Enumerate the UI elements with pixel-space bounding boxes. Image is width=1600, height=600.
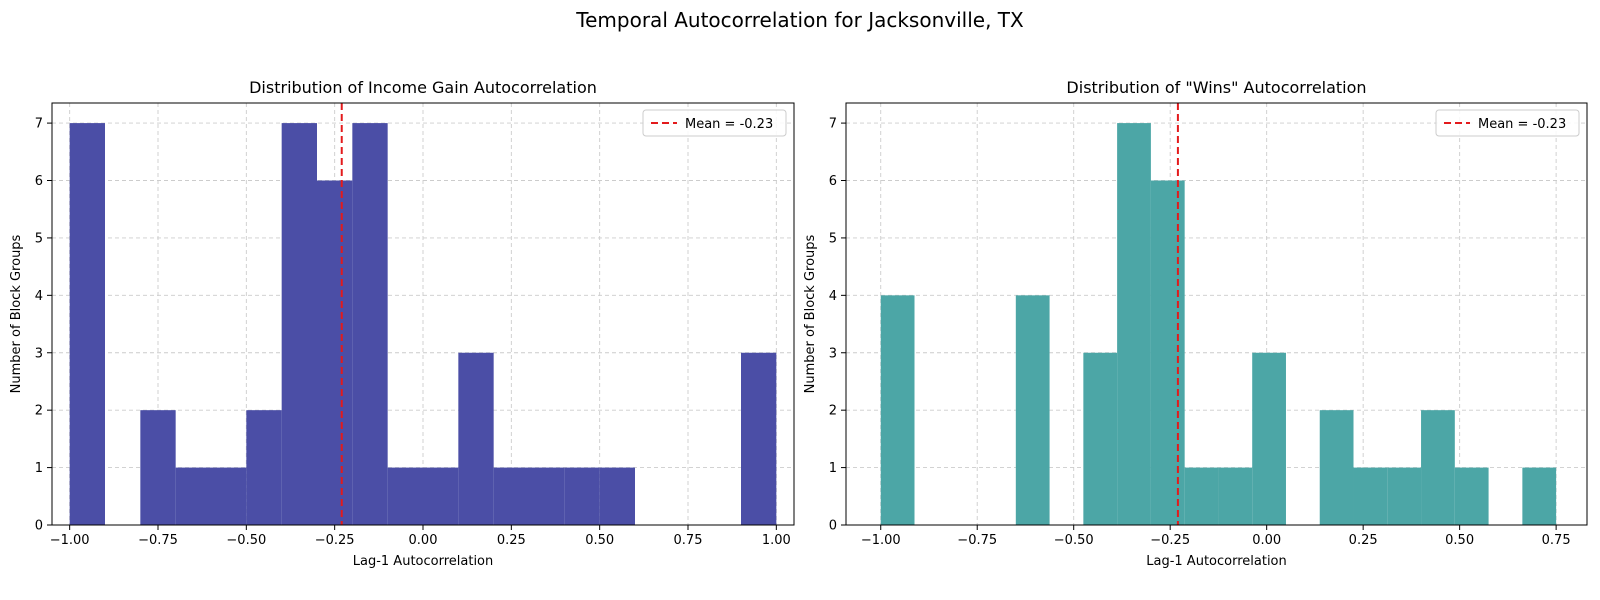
histogram-bar [1387, 467, 1422, 525]
x-tick-label: −0.75 [957, 533, 997, 548]
x-tick-label: −1.00 [50, 533, 90, 548]
histogram-bar [281, 123, 317, 525]
chart-title: Distribution of Income Gain Autocorrelat… [249, 78, 597, 97]
figure-title: Temporal Autocorrelation for Jacksonvill… [576, 8, 1024, 32]
y-tick-label: 3 [829, 346, 837, 361]
x-tick-label: −0.50 [226, 533, 266, 548]
legend: Mean = -0.23 [1435, 109, 1580, 137]
x-axis-label: Lag-1 Autocorrelation [1146, 554, 1287, 569]
histogram-bar [1522, 467, 1557, 525]
x-tick-label: −1.00 [861, 533, 901, 548]
histogram-bar [880, 295, 915, 525]
x-tick-label: 1.00 [762, 533, 791, 548]
histogram-bar [1218, 467, 1253, 525]
y-axis-label: Number of Block Groups [803, 234, 818, 393]
x-tick-label: −0.25 [1150, 533, 1190, 548]
histogram-bar [211, 467, 247, 525]
y-tick-label: 5 [35, 231, 43, 246]
histogram-bar [423, 467, 459, 525]
x-tick-label: 0.00 [409, 533, 438, 548]
histogram-bar [1150, 180, 1185, 526]
x-tick-label: −0.25 [315, 533, 355, 548]
x-tick-label: 0.75 [674, 533, 703, 548]
x-tick-label: −0.75 [138, 533, 178, 548]
histogram-bar [175, 467, 211, 525]
y-tick-label: 7 [35, 117, 43, 132]
income-gain-histogram: −1.00 −0.75 −0.50 −0.25 0.00 0.25 0.50 0.75 1.00… [9, 78, 795, 569]
chart-title: Distribution of "Wins" Autocorrelation [1066, 78, 1366, 97]
y-tick-label: 0 [35, 519, 43, 534]
plot-frame [845, 102, 1588, 526]
y-axis-label: Number of Block Groups [9, 234, 24, 393]
y-tick-label: 0 [829, 519, 837, 534]
y-tick-label: 4 [35, 289, 43, 304]
histogram-bar [352, 123, 388, 525]
histogram-bar [1252, 352, 1286, 525]
histogram-bar [1421, 410, 1455, 525]
histogram-bar [1454, 467, 1489, 525]
histogram-bar [493, 467, 529, 525]
legend: Mean = -0.23 [642, 109, 787, 137]
histogram-bar [741, 352, 777, 525]
y-tick-label: 6 [35, 174, 43, 189]
histogram-bar [1083, 352, 1118, 525]
legend-label: Mean = -0.23 [1478, 117, 1566, 132]
legend-label: Mean = -0.23 [685, 117, 773, 132]
histogram-bar [1184, 467, 1219, 525]
histogram-bar [1319, 410, 1354, 525]
y-tick-label: 2 [35, 404, 43, 419]
histogram-bar [564, 467, 600, 525]
histogram-bar [1353, 467, 1388, 525]
legend-box [1435, 109, 1580, 137]
x-tick-label: 0.25 [497, 533, 526, 548]
x-axis-label: Lag-1 Autocorrelation [353, 554, 494, 569]
histogram-bar [140, 410, 176, 525]
y-tick-label: 1 [35, 461, 43, 476]
y-tick-label: 5 [829, 231, 837, 246]
histogram-bar [599, 467, 635, 525]
x-tick-label: 0.25 [1349, 533, 1378, 548]
y-tick-label: 2 [829, 404, 837, 419]
histogram-bar [1117, 123, 1151, 525]
y-tick-label: 4 [829, 289, 837, 304]
histogram-bar [1015, 295, 1050, 525]
x-tick-label: −0.50 [1054, 533, 1094, 548]
histogram-bar [387, 467, 423, 525]
y-tick-label: 6 [829, 174, 837, 189]
histogram-bar [529, 467, 565, 525]
histogram-bar [458, 352, 494, 525]
y-tick-label: 3 [35, 346, 43, 361]
x-tick-label: 0.75 [1542, 533, 1571, 548]
x-tick-label: 0.00 [1252, 533, 1281, 548]
histogram-bar [246, 410, 282, 525]
histogram-bar [69, 123, 105, 525]
y-tick-label: 7 [829, 117, 837, 132]
wins-histogram: −1.00 −0.75 −0.50 −0.25 0.00 0.25 0.50 0.75 0 1 2 3… [803, 78, 1588, 569]
x-tick-label: 0.50 [585, 533, 614, 548]
legend-box [642, 109, 787, 137]
x-tick-label: 0.50 [1445, 533, 1474, 548]
y-tick-label: 1 [829, 461, 837, 476]
histogram-bar [317, 180, 353, 526]
